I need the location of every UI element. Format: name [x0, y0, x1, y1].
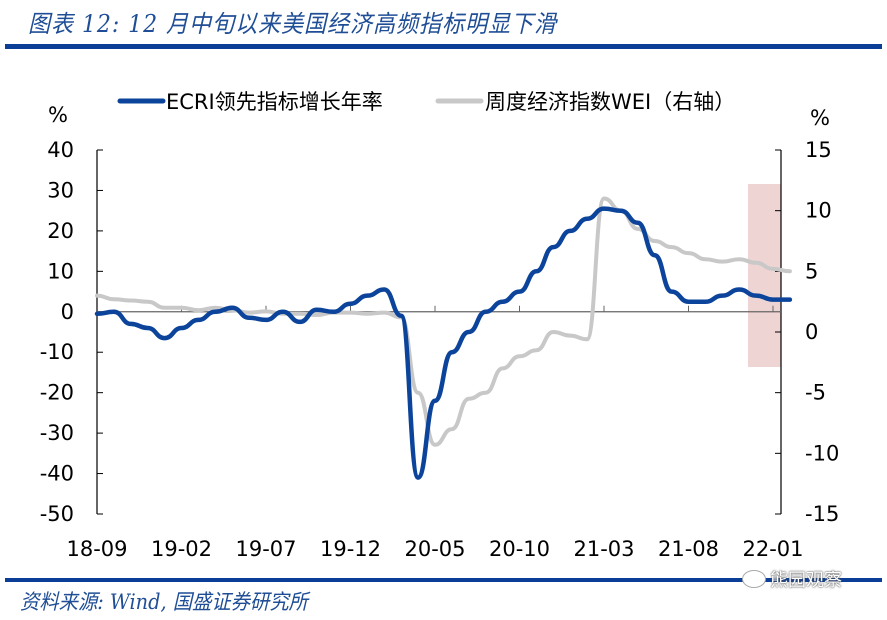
x-axis-tick-label: 20-10	[489, 537, 550, 561]
right-axis-tick-label: -15	[805, 502, 839, 526]
series-lines	[94, 196, 793, 480]
x-axis-tick-label: 21-08	[658, 537, 719, 561]
line-chart: 40 30 20 10 0 -10 -20 -30 -40 -50% 15 10 5 0 -5 -10 -15%…	[40, 90, 840, 561]
left-axis-tick-label: 0	[61, 300, 74, 324]
x-axis-tick-label: 21-03	[573, 537, 634, 561]
right-axis-tick-label: -5	[805, 381, 826, 405]
right-axis-tick-label: 10	[805, 199, 832, 223]
right-axis-tick-label: 0	[805, 320, 818, 344]
axes: 40 30 20 10 0 -10 -20 -30 -40 -50% 15 10 5 0 -5 -10 -15%…	[40, 103, 840, 561]
left-axis-tick-label: 40	[47, 138, 74, 162]
left-axis-tick-label: -40	[40, 462, 74, 486]
left-axis-tick-label: -50	[40, 502, 74, 526]
left-axis-tick-label: -30	[40, 421, 74, 445]
left-axis-tick-label: 20	[47, 219, 74, 243]
right-axis-tick-label: 5	[805, 259, 818, 283]
legend-label-ecri: ECRI领先指标增长年率	[166, 90, 383, 114]
x-axis-tick-label: 19-07	[235, 537, 296, 561]
right-axis-unit: %	[810, 106, 830, 130]
ecri-series-line	[94, 206, 793, 480]
left-axis-tick-label: -10	[40, 340, 74, 364]
footer-divider	[5, 578, 882, 582]
highlight-region	[748, 184, 781, 367]
figure-title: 图表 12: 12 月中旬以来美国经济高频指标明显下滑	[28, 10, 558, 38]
watermark-text: 熊园观察	[770, 570, 842, 591]
wei-series-line	[95, 196, 792, 447]
left-axis-unit: %	[48, 103, 68, 127]
x-axis-tick-label: 20-05	[404, 537, 465, 561]
watermark: 熊园观察	[742, 566, 842, 592]
left-axis-tick-label: 10	[47, 259, 74, 283]
x-axis-tick-label: 22-01	[742, 537, 803, 561]
chart-legend: ECRI领先指标增长年率 周度经济指数WEI（右轴）	[117, 90, 735, 114]
header-divider	[5, 44, 882, 49]
legend-label-wei: 周度经济指数WEI（右轴）	[485, 90, 735, 114]
right-axis-tick-label: 15	[805, 138, 832, 162]
x-axis-tick-label: 18-09	[66, 537, 127, 561]
left-axis-tick-label: 30	[47, 178, 74, 202]
wechat-icon	[742, 570, 766, 588]
highlight-rect	[748, 184, 781, 367]
left-axis-tick-label: -20	[40, 381, 74, 405]
source-note: 资料来源: Wind, 国盛证券研究所	[20, 590, 308, 614]
right-axis-tick-label: -10	[805, 441, 839, 465]
x-axis-tick-label: 19-02	[151, 537, 212, 561]
x-axis-tick-label: 19-12	[320, 537, 381, 561]
